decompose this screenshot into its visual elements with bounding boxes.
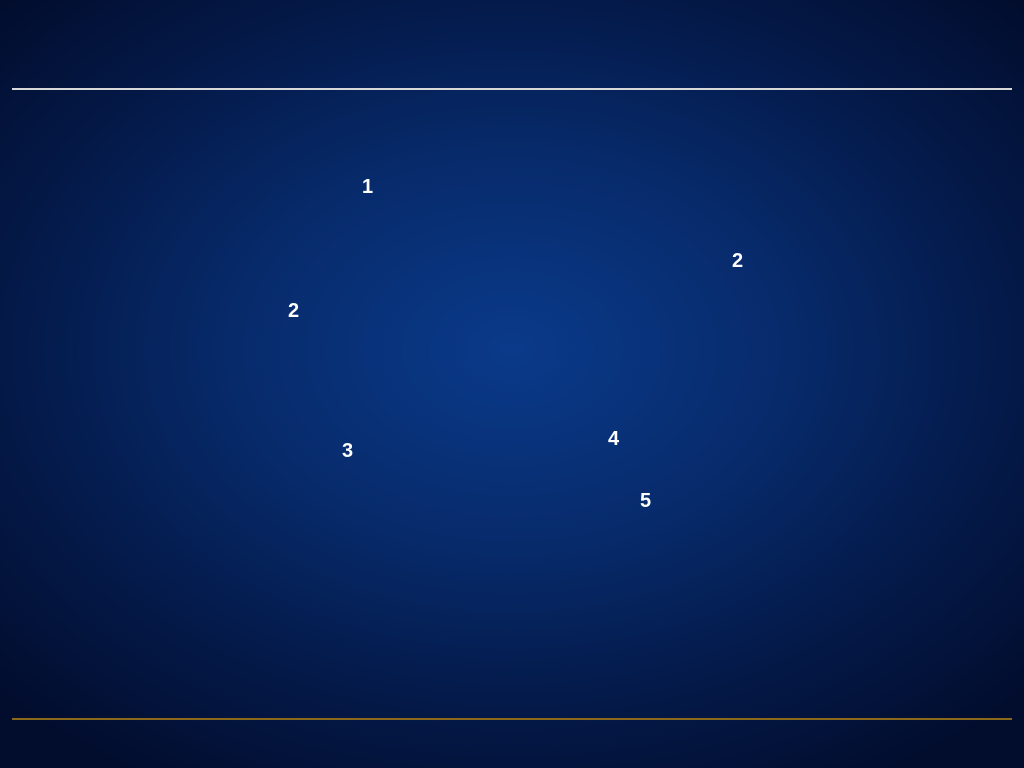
callout-2-left: 2 bbox=[288, 300, 299, 323]
diagram-caption bbox=[0, 604, 1024, 669]
footer-divider bbox=[12, 718, 1012, 720]
title-divider bbox=[12, 88, 1012, 90]
callout-5: 5 bbox=[640, 490, 651, 513]
callout-4: 4 bbox=[608, 428, 619, 451]
callout-1: 1 bbox=[362, 176, 373, 199]
callout-2-right: 2 bbox=[732, 250, 743, 273]
schematic-diagram: 1 2 2 3 4 5 bbox=[212, 140, 812, 590]
callout-3: 3 bbox=[342, 440, 353, 463]
